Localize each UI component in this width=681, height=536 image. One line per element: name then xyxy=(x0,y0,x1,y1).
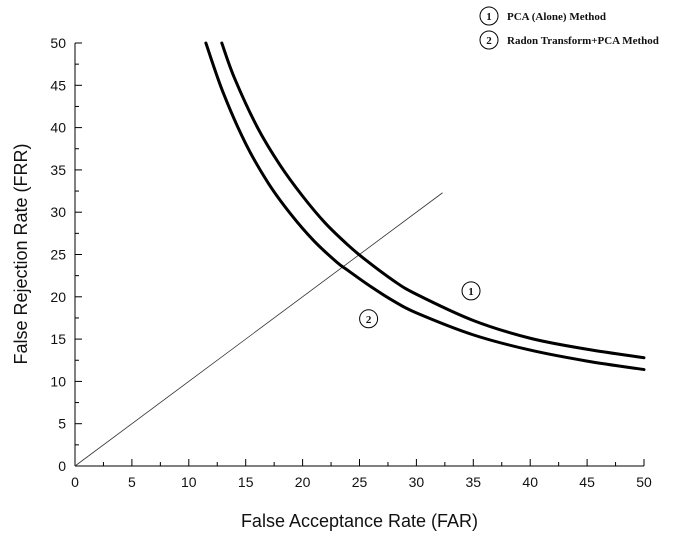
x-tick-label: 0 xyxy=(71,474,79,490)
y-tick-label: 35 xyxy=(50,162,66,178)
x-tick-label: 45 xyxy=(579,474,595,490)
y-tick-label: 10 xyxy=(50,373,66,389)
legend-marker-circle xyxy=(479,6,499,26)
x-tick-label: 15 xyxy=(238,474,254,490)
curve-marker-label: 1 xyxy=(468,286,474,298)
x-tick-label: 20 xyxy=(295,474,311,490)
reference-diagonal-line xyxy=(74,192,443,467)
x-tick-label: 35 xyxy=(466,474,482,490)
series-line-1 xyxy=(220,41,646,360)
y-tick-label: 30 xyxy=(50,204,66,220)
x-tick-label: 10 xyxy=(181,474,197,490)
legend-marker-circle xyxy=(479,30,499,50)
curve-marker-circle xyxy=(461,281,481,301)
series-line-2 xyxy=(204,41,646,372)
legend-marker-label: 2 xyxy=(486,35,492,47)
x-tick-label: 5 xyxy=(128,474,136,490)
legend-marker-label: 1 xyxy=(486,11,492,23)
y-tick-label: 45 xyxy=(50,77,66,93)
x-tick-label: 50 xyxy=(636,474,652,490)
curve-marker-circle xyxy=(359,309,379,329)
y-tick-label: 40 xyxy=(50,120,66,136)
y-axis-title: False Rejection Rate (FRR) xyxy=(11,143,31,364)
y-tick-label: 15 xyxy=(50,331,66,347)
legend-series-name: Radon Transform+PCA Method xyxy=(507,35,659,47)
x-tick-label: 40 xyxy=(522,474,538,490)
x-axis-title: False Acceptance Rate (FAR) xyxy=(241,511,478,531)
x-tick-label: 25 xyxy=(352,474,368,490)
y-tick-label: 5 xyxy=(58,416,66,432)
y-tick-label: 20 xyxy=(50,289,66,305)
curve-marker-label: 2 xyxy=(366,314,372,326)
legend-series-name: PCA (Alone) Method xyxy=(507,11,606,23)
x-tick-label: 30 xyxy=(409,474,425,490)
y-tick-label: 0 xyxy=(58,458,66,474)
y-tick-label: 50 xyxy=(50,35,66,51)
y-tick-label: 25 xyxy=(50,247,66,263)
